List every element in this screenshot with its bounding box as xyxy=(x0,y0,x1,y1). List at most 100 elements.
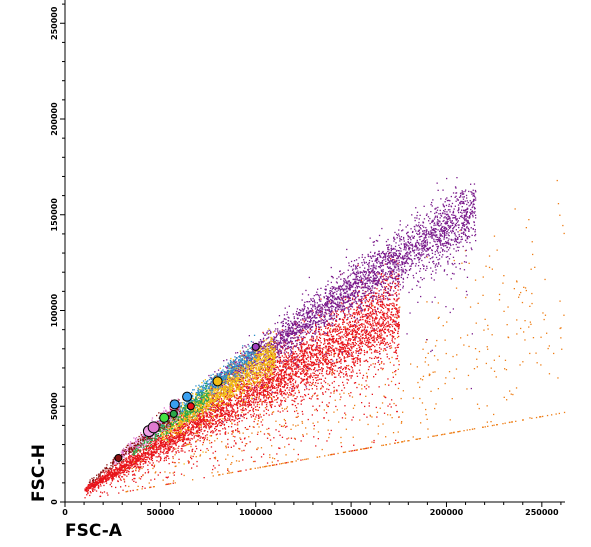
event-point xyxy=(255,409,257,411)
event-point xyxy=(275,374,277,376)
event-point xyxy=(243,438,246,440)
event-point xyxy=(390,303,392,305)
event-point xyxy=(345,374,347,376)
event-point xyxy=(227,443,229,445)
event-point xyxy=(385,318,387,320)
event-point xyxy=(276,366,278,368)
event-point xyxy=(119,469,121,471)
event-point xyxy=(93,483,95,485)
event-point xyxy=(362,333,364,335)
event-point xyxy=(359,326,362,328)
event-point xyxy=(258,386,260,388)
event-point xyxy=(346,319,348,321)
event-point xyxy=(126,471,128,473)
event-point xyxy=(289,379,291,381)
event-point xyxy=(287,367,289,370)
event-point xyxy=(203,477,205,479)
event-point xyxy=(327,405,329,408)
event-point xyxy=(372,317,374,319)
event-point xyxy=(305,364,307,366)
event-point xyxy=(135,451,137,453)
event-point xyxy=(350,366,352,368)
event-point xyxy=(315,354,317,356)
event-point xyxy=(211,441,213,444)
event-point xyxy=(151,447,153,449)
event-point xyxy=(215,421,217,423)
event-point xyxy=(330,334,332,336)
event-point xyxy=(248,394,250,396)
event-point xyxy=(323,347,325,349)
event-point xyxy=(123,478,125,480)
event-point xyxy=(339,360,342,362)
event-point xyxy=(132,474,134,476)
event-point xyxy=(372,336,374,338)
event-point xyxy=(279,385,281,387)
event-point xyxy=(304,352,306,354)
event-point xyxy=(305,373,307,375)
event-point xyxy=(301,330,303,332)
event-point xyxy=(339,348,341,350)
event-point xyxy=(338,335,340,337)
event-point xyxy=(167,476,169,478)
event-point xyxy=(144,453,146,455)
event-point xyxy=(203,438,205,440)
event-point xyxy=(302,435,304,437)
event-point xyxy=(309,339,311,341)
event-point xyxy=(353,382,356,384)
event-point xyxy=(235,385,237,387)
event-point xyxy=(176,441,178,444)
event-point xyxy=(398,311,400,313)
event-point xyxy=(283,375,285,377)
event-point xyxy=(315,382,317,384)
event-point xyxy=(268,380,271,382)
event-point xyxy=(114,474,116,476)
event-point xyxy=(261,404,263,406)
event-point xyxy=(263,433,266,435)
event-point xyxy=(339,332,341,334)
event-point xyxy=(237,417,240,420)
event-point xyxy=(325,362,328,365)
event-point xyxy=(297,366,299,369)
event-point xyxy=(344,405,346,407)
event-point xyxy=(130,455,133,458)
event-point xyxy=(350,317,353,319)
event-point xyxy=(364,296,366,298)
event-point xyxy=(344,343,346,346)
event-point xyxy=(397,325,399,328)
event-point xyxy=(109,472,111,474)
event-point xyxy=(266,378,268,380)
event-point xyxy=(195,441,197,443)
event-point xyxy=(340,396,342,398)
event-point xyxy=(170,440,173,442)
event-point xyxy=(346,314,348,316)
event-point xyxy=(147,447,150,450)
event-point xyxy=(148,455,150,457)
event-point xyxy=(232,430,234,432)
event-point xyxy=(100,479,102,482)
event-point xyxy=(342,321,344,324)
event-point xyxy=(359,358,361,360)
event-point xyxy=(273,364,275,366)
event-point xyxy=(249,369,252,371)
event-point xyxy=(183,422,186,425)
event-point xyxy=(215,400,217,402)
event-point xyxy=(152,452,154,454)
event-point xyxy=(264,374,266,376)
event-point xyxy=(318,366,320,368)
event-point xyxy=(181,445,183,448)
event-point xyxy=(280,375,283,377)
event-point xyxy=(326,404,328,406)
event-point xyxy=(354,312,356,314)
event-point xyxy=(300,368,302,370)
event-point xyxy=(188,426,190,429)
event-point xyxy=(315,328,317,330)
event-point xyxy=(163,440,166,443)
event-point xyxy=(104,474,106,476)
event-point xyxy=(367,361,369,363)
event-point xyxy=(354,338,356,340)
event-point xyxy=(354,382,357,384)
event-point xyxy=(150,440,152,443)
event-point xyxy=(290,381,292,383)
event-point xyxy=(349,338,351,340)
event-point xyxy=(390,313,392,316)
